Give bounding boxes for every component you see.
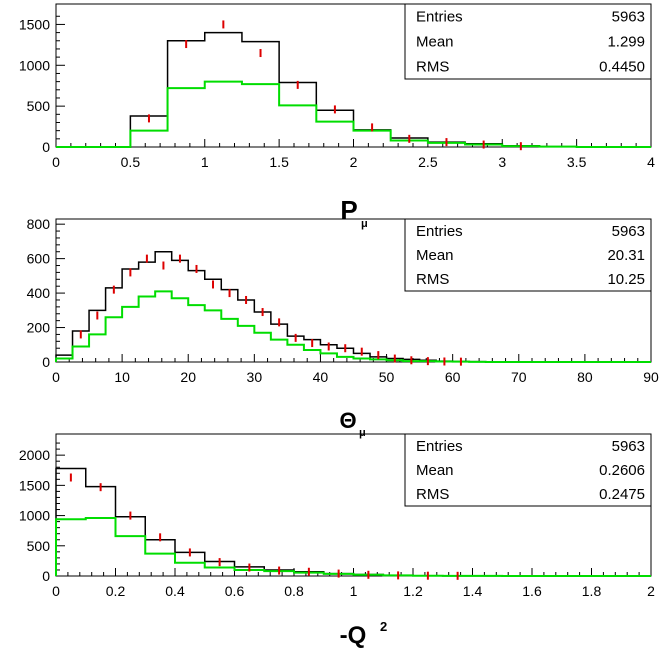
stats-label: Mean bbox=[416, 462, 454, 479]
x-tick-label: 3.5 bbox=[567, 154, 587, 170]
y-tick-label: 0 bbox=[42, 354, 50, 370]
x-tick-label: 0.6 bbox=[225, 583, 245, 599]
y-tick-label: 800 bbox=[27, 216, 51, 232]
x-tick-label: 90 bbox=[643, 369, 659, 385]
stats-box-frame bbox=[404, 3, 652, 80]
x-tick-label: 80 bbox=[577, 369, 593, 385]
y-tick-label: 200 bbox=[27, 320, 51, 336]
x-axis-title-superscript: 2 bbox=[380, 619, 387, 634]
histogram-panel-1: 0 0.5 1 1.5 2 2.5 3 3.5 4 0 500 1000 1500 Entries 5963… bbox=[19, 3, 655, 230]
stats-label: RMS bbox=[416, 486, 449, 503]
stats-box: Entries 5963 Mean 0.2606 RMS 0.2475 bbox=[404, 433, 652, 507]
x-tick-label: 0.8 bbox=[284, 583, 304, 599]
x-tick-label: 1.6 bbox=[522, 583, 542, 599]
stats-label: Entries bbox=[416, 9, 463, 26]
y-tick-label: 600 bbox=[27, 251, 51, 267]
stats-value: 0.2475 bbox=[599, 486, 645, 503]
stats-value: 0.4450 bbox=[599, 59, 645, 76]
x-tick-label: 20 bbox=[180, 369, 196, 385]
stats-value: 5963 bbox=[612, 438, 645, 455]
stats-label: RMS bbox=[416, 59, 449, 76]
y-tick-label: 400 bbox=[27, 285, 51, 301]
x-tick-label: 1.2 bbox=[403, 583, 423, 599]
x-tick-label: 0 bbox=[52, 369, 60, 385]
y-tick-label: 0 bbox=[42, 139, 50, 155]
histogram-green bbox=[55, 290, 651, 363]
x-tick-label: 4 bbox=[647, 154, 655, 170]
x-tick-label: 2 bbox=[350, 154, 358, 170]
stats-value: 10.25 bbox=[607, 271, 645, 288]
stats-value: 5963 bbox=[612, 223, 645, 240]
y-tick-label: 1500 bbox=[19, 477, 50, 493]
stats-box: Entries 5963 Mean 20.31 RMS 10.25 bbox=[404, 218, 652, 292]
x-axis-title-subscript: μ bbox=[359, 427, 366, 439]
x-axis-title: Θ bbox=[339, 408, 356, 433]
x-tick-label: 70 bbox=[511, 369, 527, 385]
x-tick-label: 1 bbox=[201, 154, 209, 170]
x-tick-label: 0.2 bbox=[106, 583, 126, 599]
stats-box: Entries 5963 Mean 1.299 RMS 0.4450 bbox=[404, 3, 652, 80]
x-tick-label: 0.4 bbox=[165, 583, 185, 599]
stats-box-frame bbox=[404, 433, 652, 507]
x-axis-title: P bbox=[340, 195, 357, 225]
x-tick-label: 10 bbox=[114, 369, 130, 385]
x-axis-title-subscript: μ bbox=[361, 218, 368, 230]
stats-label: Mean bbox=[416, 247, 454, 264]
stats-value: 5963 bbox=[612, 9, 645, 26]
x-tick-label: 0.5 bbox=[121, 154, 141, 170]
x-tick-label: 40 bbox=[313, 369, 329, 385]
histogram-panel-3: 0 0.2 0.4 0.6 0.8 1 1.2 1.4 1.6 1.8 2 0 500 1000 1500 2… bbox=[19, 433, 655, 649]
x-tick-label: 1.8 bbox=[582, 583, 602, 599]
stats-label: RMS bbox=[416, 271, 449, 288]
x-tick-label: 3 bbox=[498, 154, 506, 170]
x-tick-label: 0 bbox=[52, 583, 60, 599]
y-tick-label: 500 bbox=[27, 98, 51, 114]
x-tick-label: 1.4 bbox=[463, 583, 483, 599]
x-tick-label: 1.5 bbox=[269, 154, 289, 170]
y-tick-label: 0 bbox=[42, 568, 50, 584]
y-tick-label: 1500 bbox=[19, 16, 50, 32]
y-tick-label: 500 bbox=[27, 538, 51, 554]
x-tick-label: 2.5 bbox=[418, 154, 438, 170]
histogram-green bbox=[55, 516, 651, 577]
histogram-panel-2: 0 10 20 30 40 50 60 70 80 90 0 200 400 600 800 Entries 5… bbox=[27, 216, 659, 439]
stats-value: 0.2606 bbox=[599, 462, 645, 479]
histogram-green bbox=[56, 80, 651, 148]
x-tick-label: 50 bbox=[379, 369, 395, 385]
stats-value: 20.31 bbox=[607, 247, 645, 264]
stats-label: Mean bbox=[416, 34, 454, 51]
x-tick-label: 60 bbox=[445, 369, 461, 385]
stats-label: Entries bbox=[416, 438, 463, 455]
y-tick-label: 1000 bbox=[19, 57, 50, 73]
stats-label: Entries bbox=[416, 223, 463, 240]
x-tick-label: 2 bbox=[647, 583, 655, 599]
y-tick-label: 1000 bbox=[19, 508, 50, 524]
x-axis-title: -Q bbox=[340, 622, 367, 649]
stats-box-frame bbox=[404, 218, 652, 292]
x-tick-label: 30 bbox=[247, 369, 263, 385]
x-tick-label: 0 bbox=[52, 154, 60, 170]
y-tick-label: 2000 bbox=[19, 447, 50, 463]
stats-value: 1.299 bbox=[607, 34, 645, 51]
x-tick-label: 1 bbox=[350, 583, 358, 599]
